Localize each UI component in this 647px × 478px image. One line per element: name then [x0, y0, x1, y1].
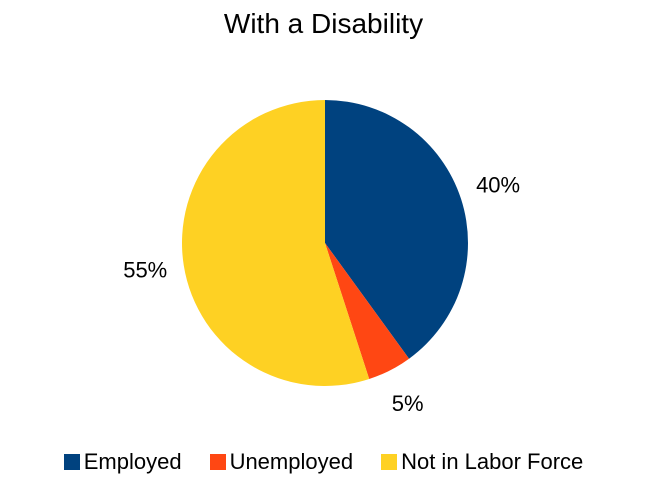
- legend-swatch-employed: [63, 454, 80, 470]
- legend-swatch-unemployed: [209, 454, 226, 470]
- legend-swatch-not-in-labor-force: [381, 454, 398, 470]
- legend-label-employed: Employed: [83, 449, 182, 474]
- legend-item-employed: Employed: [63, 449, 182, 475]
- legend-item-unemployed: Unemployed: [209, 449, 354, 475]
- data-label-employed: 40%: [476, 173, 520, 198]
- data-label-not-in-labor-force: 55%: [123, 257, 167, 282]
- legend-item-not-in-labor-force: Not in Labor Force: [381, 449, 583, 475]
- data-label-unemployed: 5%: [392, 391, 424, 416]
- pie-slice-employed: [325, 100, 468, 359]
- pie-slice-unemployed: [325, 243, 410, 379]
- pie-slice-not-in-labor-force: [181, 99, 370, 386]
- pie-plot-area: 40% 5% 55%: [123, 99, 520, 416]
- chart-title: With a Disability: [223, 8, 424, 39]
- legend-label-not-in-labor-force: Not in Labor Force: [401, 449, 584, 474]
- legend: Employed Unemployed Not in Labor Force: [0, 449, 647, 475]
- legend-label-unemployed: Unemployed: [229, 449, 354, 474]
